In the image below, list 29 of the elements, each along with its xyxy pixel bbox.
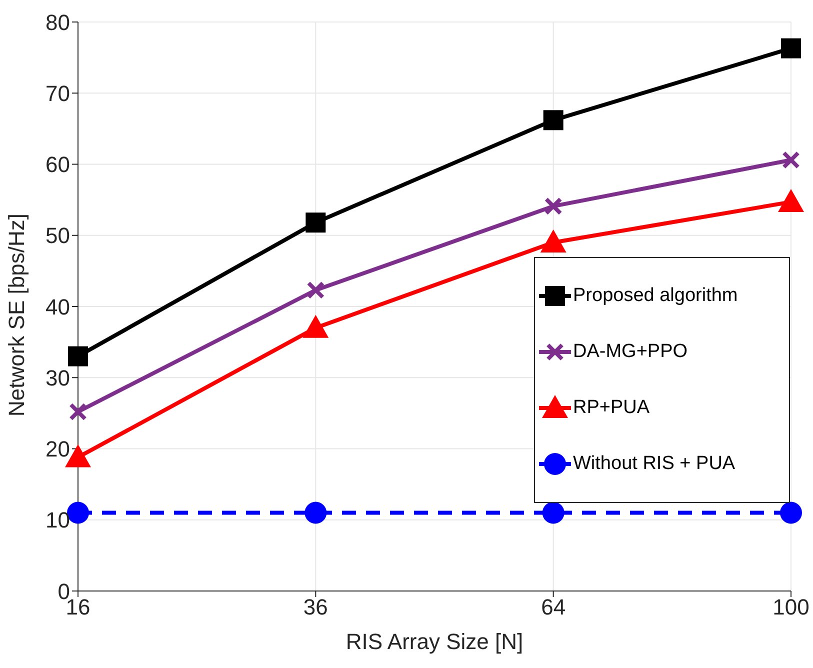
x-tick-label: 64 bbox=[541, 594, 566, 620]
legend-label: Without RIS + PUA bbox=[573, 453, 736, 475]
point bbox=[306, 281, 325, 300]
point bbox=[68, 346, 88, 366]
x-tick-label: 36 bbox=[303, 594, 328, 620]
point bbox=[302, 314, 329, 338]
point bbox=[781, 38, 801, 58]
legend-label: RP+PUA bbox=[573, 397, 650, 419]
x-tick-label: 100 bbox=[772, 594, 810, 620]
point bbox=[69, 402, 87, 421]
y-tick-label: 30 bbox=[46, 365, 70, 390]
x-axis-title: RIS Array Size [N] bbox=[346, 629, 524, 654]
y-tick-label: 40 bbox=[46, 294, 70, 320]
y-tick-label: 20 bbox=[46, 436, 70, 462]
point bbox=[544, 197, 562, 216]
point bbox=[782, 150, 800, 169]
y-tick-label: 60 bbox=[46, 152, 70, 178]
point bbox=[780, 502, 802, 524]
y-tick-label: 10 bbox=[46, 508, 70, 533]
point bbox=[304, 502, 327, 524]
point bbox=[543, 110, 564, 130]
point bbox=[306, 212, 326, 233]
legend-label: Proposed algorithm bbox=[573, 285, 738, 307]
legend-label: DA-MG+PPO bbox=[573, 341, 688, 363]
y-tick-label: 70 bbox=[46, 80, 70, 106]
y-axis-title: Network SE [bps/Hz] bbox=[4, 214, 29, 416]
y-tick-label: 50 bbox=[46, 223, 70, 248]
y-tick-label: 80 bbox=[46, 10, 70, 35]
point bbox=[542, 502, 564, 524]
